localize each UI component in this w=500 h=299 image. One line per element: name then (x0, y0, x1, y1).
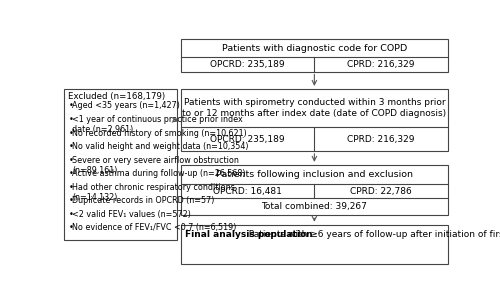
Text: OPCRD: 235,189: OPCRD: 235,189 (210, 60, 285, 69)
Text: OPCRD: 16,481: OPCRD: 16,481 (213, 187, 282, 196)
Text: Active asthma during follow-up (n=26,568): Active asthma during follow-up (n=26,568… (72, 169, 246, 178)
Text: CPRD: 216,329: CPRD: 216,329 (348, 135, 415, 144)
Text: Severe or very severe airflow obstruction
(n=89,161): Severe or very severe airflow obstructio… (72, 156, 239, 175)
Text: •: • (68, 115, 73, 124)
Text: •: • (68, 101, 73, 111)
Text: •: • (68, 142, 73, 151)
Text: CPRD: 216,329: CPRD: 216,329 (348, 60, 415, 69)
Text: No evidence of FEV₁/FVC <0.7 (n=6,519): No evidence of FEV₁/FVC <0.7 (n=6,519) (72, 223, 236, 232)
Bar (64, 89, 177, 239)
Text: •: • (68, 223, 73, 232)
Text: Final analysis population: Final analysis population (186, 231, 313, 239)
Text: <1 year of continuous practice prior index
date (n=2,961): <1 year of continuous practice prior ind… (72, 115, 243, 135)
Text: Excluded (n=168,179): Excluded (n=168,179) (68, 91, 164, 100)
Text: OPCRD: 235,189: OPCRD: 235,189 (210, 135, 285, 144)
Text: Total combined: 39,267: Total combined: 39,267 (262, 202, 368, 211)
Text: Patients with diagnostic code for COPD: Patients with diagnostic code for COPD (222, 44, 407, 53)
Bar (180, 39, 448, 71)
Text: Duplicate records in OPCRD (n=57): Duplicate records in OPCRD (n=57) (72, 196, 215, 205)
Bar (180, 225, 448, 264)
Text: •: • (68, 129, 73, 138)
Text: No valid height and weight data (n=10,354): No valid height and weight data (n=10,35… (72, 142, 248, 151)
Text: No recorded history of smoking (n=10,621): No recorded history of smoking (n=10,621… (72, 129, 247, 138)
Text: •: • (68, 156, 73, 165)
Text: •: • (68, 196, 73, 205)
Text: •: • (68, 183, 73, 192)
Text: CPRD: 22,786: CPRD: 22,786 (350, 187, 412, 196)
Text: •: • (68, 169, 73, 178)
Bar (180, 165, 448, 216)
Text: : Patients with ≥6 years of follow-up after initiation of first maintenance ther: : Patients with ≥6 years of follow-up af… (242, 231, 500, 239)
Text: •: • (68, 210, 73, 219)
Text: Patients with spirometry conducted within 3 months prior
to or 12 months after i: Patients with spirometry conducted withi… (182, 98, 446, 118)
Text: Aged <35 years (n=1,427): Aged <35 years (n=1,427) (72, 101, 180, 111)
Bar (180, 89, 448, 151)
Text: Patients following inclusion and exclusion: Patients following inclusion and exclusi… (216, 170, 413, 179)
Text: <2 valid FEV₁ values (n=572): <2 valid FEV₁ values (n=572) (72, 210, 191, 219)
Text: Had other chronic respiratory conditions
(n=14,132): Had other chronic respiratory conditions… (72, 183, 235, 202)
